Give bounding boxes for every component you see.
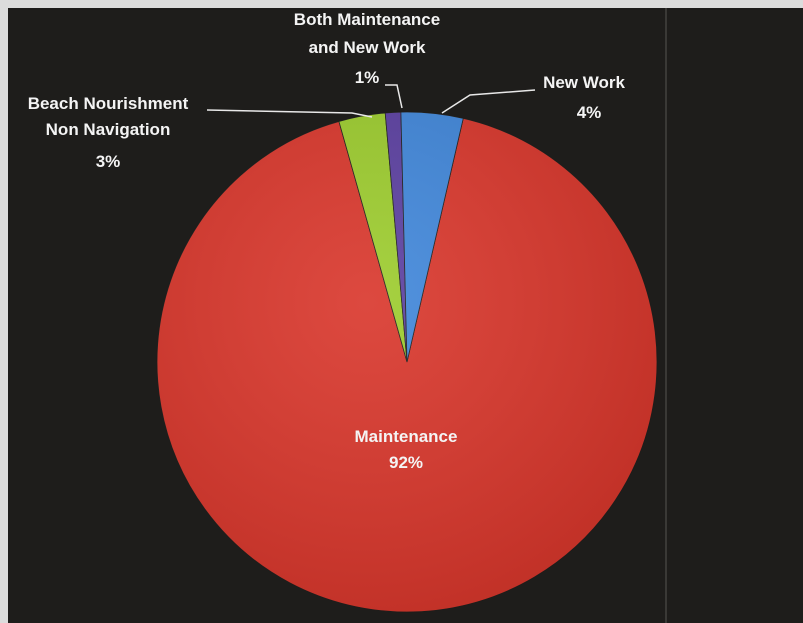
label-both-name-line1: Both Maintenance xyxy=(294,10,440,29)
label-both-value: 1% xyxy=(355,68,380,87)
label-maintenance-name: Maintenance xyxy=(355,427,458,446)
leader-line-both xyxy=(385,84,403,109)
label-beach-name-line1: Beach Nourishment xyxy=(28,94,189,113)
label-newwork-value: 4% xyxy=(577,103,602,122)
label-maintenance-value: 92% xyxy=(389,453,423,472)
label-beach-name-line2: Non Navigation xyxy=(46,120,171,139)
panel-divider xyxy=(665,8,667,623)
label-both-name-line2: and New Work xyxy=(309,38,426,57)
label-beach-value: 3% xyxy=(96,152,121,171)
leader-line-newwork xyxy=(441,89,536,114)
leader-line-beach xyxy=(206,109,373,118)
label-newwork-name: New Work xyxy=(543,73,625,92)
